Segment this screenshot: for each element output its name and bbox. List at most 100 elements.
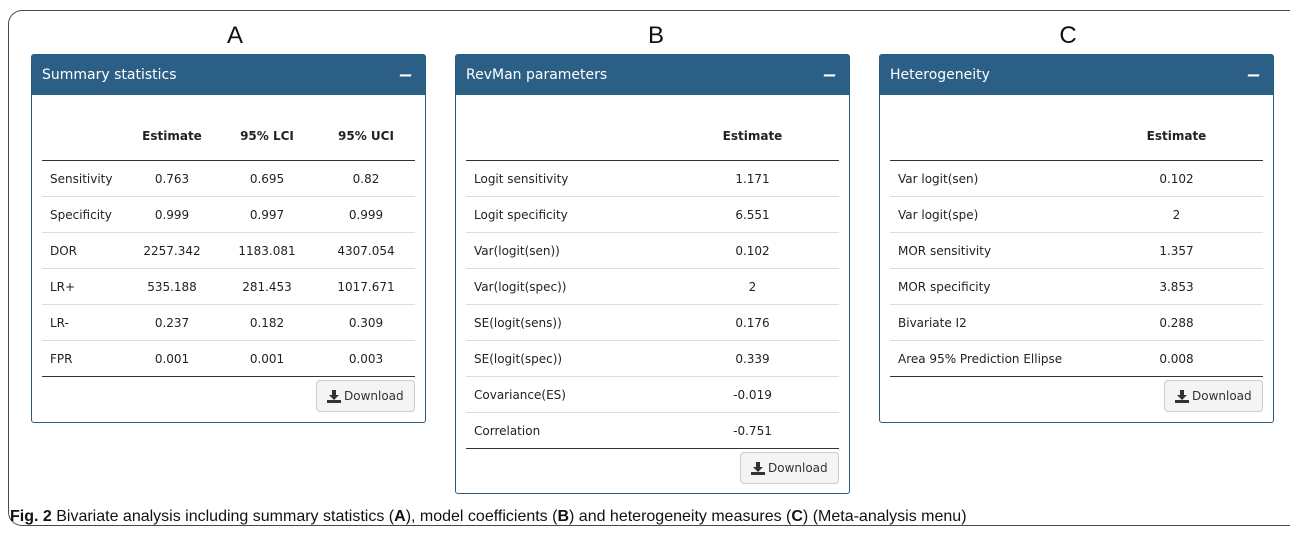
row-label: MOR specificity bbox=[890, 268, 1090, 305]
row-label: Sensitivity bbox=[42, 160, 127, 197]
download-icon bbox=[751, 461, 765, 475]
caption-text: ), model coefficients ( bbox=[405, 508, 558, 525]
row-label: Var(logit(sen)) bbox=[466, 232, 666, 269]
table-row: Var logit(sen) 0.102 bbox=[890, 160, 1263, 197]
column-header bbox=[466, 112, 666, 161]
column-header bbox=[42, 112, 127, 161]
table-row: Logit specificity 6.551 bbox=[466, 196, 839, 233]
box-title: Heterogeneity bbox=[890, 67, 990, 83]
table-row: SE(logit(spec)) 0.339 bbox=[466, 340, 839, 377]
figure-frame bbox=[8, 10, 1290, 526]
row-label: DOR bbox=[42, 232, 127, 269]
column-header: Estimate bbox=[666, 112, 839, 161]
table-row: Correlation -0.751 bbox=[466, 412, 839, 449]
table-row: Var(logit(spec)) 2 bbox=[466, 268, 839, 305]
caption-ref-c: C bbox=[791, 508, 803, 525]
minus-icon[interactable]: − bbox=[821, 64, 837, 86]
download-icon bbox=[327, 389, 341, 403]
row-label: Area 95% Prediction Ellipse bbox=[890, 340, 1090, 377]
table-row: Area 95% Prediction Ellipse 0.008 bbox=[890, 340, 1263, 377]
column-header: 95% UCI bbox=[317, 112, 415, 161]
download-label: Download bbox=[768, 461, 828, 475]
revman-parameters-table: Estimate Logit sensitivity 1.171 Logit sp… bbox=[466, 112, 839, 449]
caption-label: Fig. 2 bbox=[10, 508, 52, 525]
cell-value: 1183.081 bbox=[217, 232, 317, 269]
cell-value: 3.853 bbox=[1090, 268, 1263, 305]
caption-text: ) and heterogeneity measures ( bbox=[569, 508, 792, 525]
column-header: Estimate bbox=[127, 112, 217, 161]
download-button[interactable]: Download bbox=[740, 452, 839, 484]
table-header-row: Estimate bbox=[466, 112, 839, 161]
cell-value: 0.339 bbox=[666, 340, 839, 377]
summary-statistics-box: Summary statistics − Estimate 95% LCI 95… bbox=[31, 54, 426, 423]
row-label: LR+ bbox=[42, 268, 127, 305]
table-header-row: Estimate 95% LCI 95% UCI bbox=[42, 112, 415, 161]
table-row: Var logit(spe) 2 bbox=[890, 196, 1263, 233]
cell-value: 0.102 bbox=[666, 232, 839, 269]
table-row: Covariance(ES) -0.019 bbox=[466, 376, 839, 413]
table-row: Var(logit(sen)) 0.102 bbox=[466, 232, 839, 269]
download-label: Download bbox=[1192, 389, 1252, 403]
cell-value: 0.237 bbox=[127, 304, 217, 341]
caption-text: ) (Meta-analysis menu) bbox=[802, 508, 967, 525]
row-label: SE(logit(sens)) bbox=[466, 304, 666, 341]
row-label: SE(logit(spec)) bbox=[466, 340, 666, 377]
row-label: Logit sensitivity bbox=[466, 160, 666, 197]
row-label: Bivariate I2 bbox=[890, 304, 1090, 341]
cell-value: 0.176 bbox=[666, 304, 839, 341]
table-row: MOR sensitivity 1.357 bbox=[890, 232, 1263, 269]
figure-caption: Fig. 2 Bivariate analysis including summ… bbox=[10, 508, 967, 526]
cell-value: 2 bbox=[666, 268, 839, 305]
minus-icon[interactable]: − bbox=[397, 64, 413, 86]
panel-letter-a: A bbox=[226, 22, 243, 49]
cell-value: 0.288 bbox=[1090, 304, 1263, 341]
download-button[interactable]: Download bbox=[1164, 380, 1263, 412]
cell-value: 0.182 bbox=[217, 304, 317, 341]
cell-value: 6.551 bbox=[666, 196, 839, 233]
cell-value: 2 bbox=[1090, 196, 1263, 233]
cell-value: 1017.671 bbox=[317, 268, 415, 305]
row-label: Var(logit(spec)) bbox=[466, 268, 666, 305]
caption-ref-a: A bbox=[394, 508, 406, 525]
cell-value: 1.357 bbox=[1090, 232, 1263, 269]
column-header bbox=[890, 112, 1090, 161]
cell-value: 0.003 bbox=[317, 340, 415, 377]
download-icon bbox=[1175, 389, 1189, 403]
table-row: Sensitivity 0.763 0.695 0.82 bbox=[42, 160, 415, 197]
download-button[interactable]: Download bbox=[316, 380, 415, 412]
table-row: Bivariate I2 0.288 bbox=[890, 304, 1263, 341]
box-header: RevMan parameters − bbox=[456, 55, 849, 95]
cell-value: 1.171 bbox=[666, 160, 839, 197]
minus-icon[interactable]: − bbox=[1245, 64, 1261, 86]
box-title: RevMan parameters bbox=[466, 67, 608, 83]
cell-value: 0.001 bbox=[217, 340, 317, 377]
summary-statistics-table: Estimate 95% LCI 95% UCI Sensitivity 0.76… bbox=[42, 112, 415, 377]
revman-parameters-box: RevMan parameters − Estimate Logit sensi… bbox=[455, 54, 850, 494]
caption-ref-b: B bbox=[557, 508, 570, 525]
download-label: Download bbox=[344, 389, 404, 403]
cell-value: 0.999 bbox=[127, 196, 217, 233]
box-header: Heterogeneity − bbox=[880, 55, 1273, 95]
row-label: Correlation bbox=[466, 412, 666, 449]
column-header: 95% LCI bbox=[217, 112, 317, 161]
box-title: Summary statistics bbox=[42, 67, 177, 83]
cell-value: 0.997 bbox=[217, 196, 317, 233]
row-label: Covariance(ES) bbox=[466, 376, 666, 413]
cell-value: 0.102 bbox=[1090, 160, 1263, 197]
row-label: FPR bbox=[42, 340, 127, 377]
cell-value: 4307.054 bbox=[317, 232, 415, 269]
heterogeneity-table: Estimate Var logit(sen) 0.102 Var logit(s… bbox=[890, 112, 1263, 377]
cell-value: 0.999 bbox=[317, 196, 415, 233]
panel-letter-c: C bbox=[1059, 22, 1077, 49]
cell-value: 0.82 bbox=[317, 160, 415, 197]
cell-value: 0.695 bbox=[217, 160, 317, 197]
cell-value: -0.751 bbox=[666, 412, 839, 449]
table-row: Specificity 0.999 0.997 0.999 bbox=[42, 196, 415, 233]
column-header: Estimate bbox=[1090, 112, 1263, 161]
row-label: Specificity bbox=[42, 196, 127, 233]
cell-value: 535.188 bbox=[127, 268, 217, 305]
heterogeneity-box: Heterogeneity − Estimate Var logit(sen) 0… bbox=[879, 54, 1274, 423]
cell-value: 0.008 bbox=[1090, 340, 1263, 377]
box-header: Summary statistics − bbox=[32, 55, 425, 95]
cell-value: 281.453 bbox=[217, 268, 317, 305]
